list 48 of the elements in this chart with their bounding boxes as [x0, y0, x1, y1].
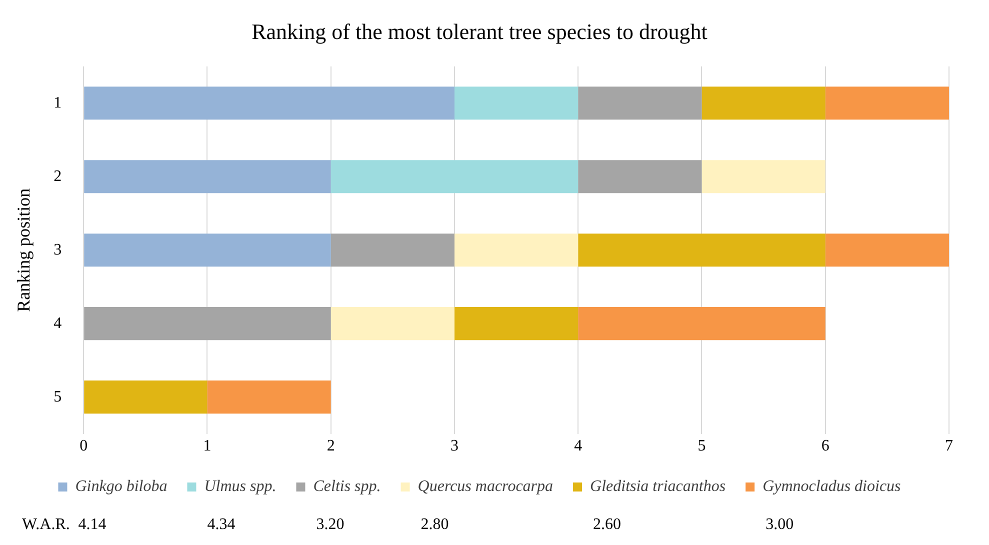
x-tick-label: 1	[203, 438, 212, 455]
y-tick-label: 4	[54, 314, 62, 332]
text: W.A.R.	[22, 516, 70, 534]
text: 2.60	[593, 516, 622, 534]
legend-label: Ginkgo biloba	[75, 478, 168, 496]
bar	[330, 234, 454, 267]
y-axis-title: Ranking position	[14, 188, 34, 312]
legend-label: Gymnocladus dioicus	[762, 478, 901, 496]
bar	[454, 234, 578, 267]
bar	[84, 307, 331, 340]
bar	[84, 380, 208, 414]
bar	[84, 86, 454, 120]
legend-label: Gleditsia triacanthos	[590, 478, 726, 496]
bar	[578, 86, 702, 120]
bar	[454, 86, 578, 120]
x-tick-label: 0	[80, 438, 88, 455]
legend-label: Celtis spp.	[313, 478, 381, 496]
bar	[825, 86, 949, 120]
y-tick-label: 3	[54, 241, 62, 258]
bar	[330, 160, 578, 194]
text: 3.20	[316, 516, 344, 534]
x-tick-label: 2	[326, 438, 335, 455]
bar	[454, 307, 578, 340]
bar	[84, 160, 331, 194]
y-tick-label: 1	[54, 94, 62, 112]
x-tick-label: 3	[450, 438, 458, 455]
bar	[330, 307, 454, 340]
text: 4.34	[207, 516, 236, 534]
x-tick-label: 5	[698, 438, 706, 455]
bar	[702, 160, 826, 194]
bar	[702, 86, 826, 120]
legend-label: Quercus macrocarpa	[418, 478, 554, 496]
bar	[578, 234, 826, 267]
bar	[207, 380, 331, 414]
legend-label: Ulmus spp.	[204, 478, 276, 496]
x-tick-label: 6	[821, 438, 830, 455]
bar	[578, 307, 826, 340]
bar	[578, 160, 702, 194]
text: 3.00	[766, 516, 794, 534]
bar	[825, 234, 949, 267]
text: 2.80	[420, 516, 449, 534]
bar	[84, 234, 331, 267]
x-tick-label: 4	[574, 438, 582, 455]
chart-title: Ranking of the most tolerant tree species to drought	[252, 18, 708, 44]
text: 4.14	[78, 516, 106, 534]
y-tick-label: 2	[54, 168, 62, 185]
x-tick-label: 7	[945, 438, 953, 455]
y-tick-label: 5	[54, 388, 62, 406]
